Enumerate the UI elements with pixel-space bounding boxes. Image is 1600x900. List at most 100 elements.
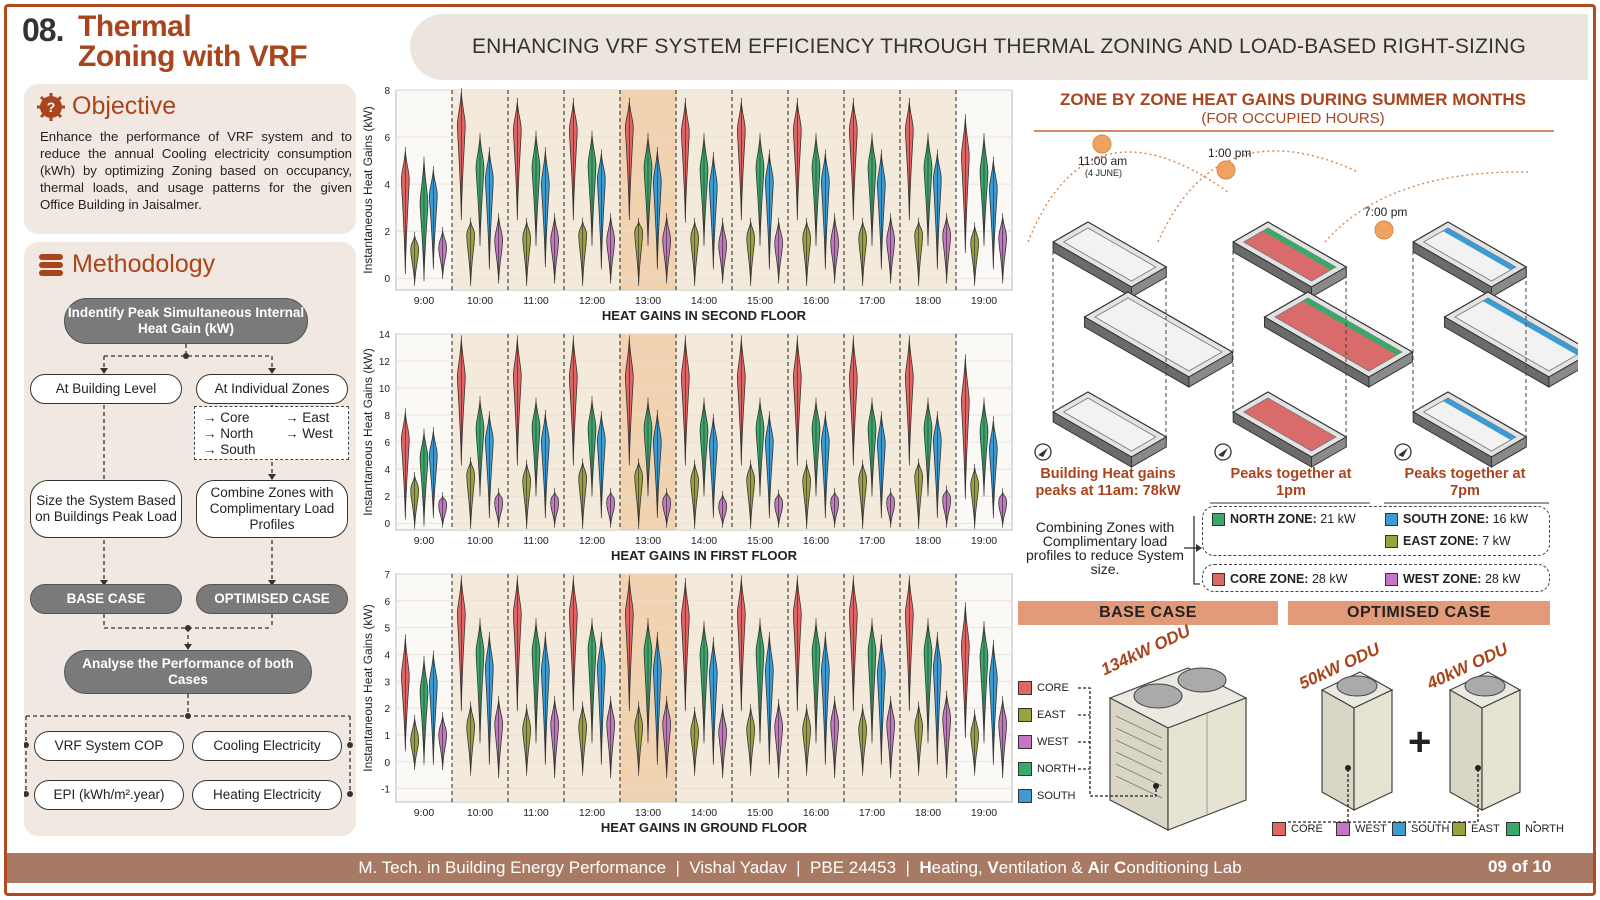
x-tick-label: 15:00 [747,807,773,819]
x-tick-label: 18:00 [915,807,941,819]
y-tick-label: 6 [384,133,390,144]
metric-epi: EPI (kWh/m².year) [34,780,184,810]
metric-cooling: Cooling Electricity [192,731,342,761]
caption-peak-1pm: Peaks together at 1pm [1230,466,1352,499]
y-tick-label: 12 [379,357,391,368]
opt-odu-unit-1 [1320,671,1394,812]
caption-rule-1pm [1210,502,1370,504]
footer-text-3: entilation & [998,858,1088,877]
y-tick-label: 4 [384,650,390,661]
caption-peak-7pm: Peaks together at 7pm [1404,466,1526,499]
x-tick-label: 17:00 [859,535,885,547]
footer-text-4: ir [1099,858,1115,877]
chart-first-floor: 0 2 4 6 8 10 12 14 9:00 10:00 11:00 12:00 13:00 14:00… [361,330,1013,563]
sun-path [1027,151,1229,243]
opt-legend-core: CORE [1272,822,1323,836]
y-tick-label: 0 [384,274,390,285]
y-tick-label: -1 [381,785,390,796]
section-title: Thermal Zoning with VRF [78,10,308,73]
zone-east-value: EAST ZONE: 7 kW [1385,534,1511,548]
footer-text-1: M. Tech. in Building Energy Performance … [358,858,920,877]
sun-path [1157,150,1359,243]
zone-core-value: CORE ZONE: 28 kW [1212,572,1347,586]
footer-bar: M. Tech. in Building Energy Performance … [7,853,1593,883]
x-tick-label: 9:00 [414,295,435,307]
chart-title: HEAT GAINS IN GROUND FLOOR [601,820,808,835]
y-tick-label: 8 [384,411,390,422]
right-subtitle: (FOR OCCUPIED HOURS) [1201,110,1385,127]
building-isometrics [1027,134,1578,468]
x-tick-label: 19:00 [971,535,997,547]
caption-rule-7pm [1384,502,1549,504]
floor-slab [1411,221,1528,298]
metric-heating: Heating Electricity [192,780,342,810]
y-tick-label: 2 [384,492,390,503]
y-tick-label: 0 [384,519,390,530]
opt-legend-north: NORTH [1506,822,1564,836]
zone-west-value: WEST ZONE: 28 kW [1385,572,1520,586]
y-tick-label: 3 [384,677,390,688]
opt-odu-unit-2 [1448,671,1522,812]
base-odu-unit [1108,667,1248,831]
x-tick-label: 10:00 [467,295,493,307]
step-individual-zones: At Individual Zones [196,374,348,404]
zone-list: → Core → East → North → West → South [194,406,349,460]
sun-icon-11am [1092,134,1112,154]
time-label-7pm: 7:00 pm [1364,205,1408,219]
x-tick-label: 15:00 [747,295,773,307]
objective-text: Enhance the performance of VRF system an… [40,129,352,212]
floor-slab [1051,391,1168,468]
time-label-1pm: 1:00 pm [1208,146,1252,160]
y-tick-label: 8 [384,86,390,97]
footer-v: V [987,858,999,877]
x-tick-label: 12:00 [579,295,605,307]
zone-east: → East [285,410,330,425]
x-tick-label: 11:00 [523,535,549,547]
y-tick-label: 6 [384,597,390,608]
right-title-rule [1034,130,1554,132]
time-label-11am: 11:00 am [1078,154,1128,168]
y-tick-label: 2 [384,704,390,715]
floor-slab [1263,291,1414,388]
combining-bracket [1184,516,1202,585]
x-tick-label: 13:00 [635,295,661,307]
objective-heading: Objective [72,92,177,120]
footer-a: A [1087,858,1100,877]
section-title-line1: Thermal [78,10,192,43]
base-case-band: BASE CASE [1018,601,1278,625]
opt-legend-east: EAST [1452,822,1500,836]
methodology-heading: Methodology [72,250,216,278]
x-tick-label: 9:00 [414,535,435,547]
x-tick-label: 12:00 [579,535,605,547]
section-title-line2: Zoning with VRF [78,40,308,73]
legend-north: NORTH [1018,762,1076,776]
caption-building-peak: Building Heat gains peaks at 11am: 78kW [1035,466,1181,499]
methodology-connectors [24,330,353,797]
y-tick-label: 14 [379,330,391,341]
footer-h: H [919,858,932,877]
floor-slab [1411,391,1528,468]
step-base-case: BASE CASE [30,584,182,614]
right-title: ZONE BY ZONE HEAT GAINS DURING SUMMER MO… [1060,90,1526,109]
step-analyse: Analyse the Performance of both Cases [64,650,312,694]
metric-cop: VRF System COP [34,731,184,761]
zone-box-bottom [1202,564,1550,592]
x-tick-label: 18:00 [915,535,941,547]
floor-slab [1051,221,1168,298]
x-tick-label: 19:00 [971,295,997,307]
sun-icon-7pm [1374,220,1394,240]
zone-core: → Core [203,410,250,425]
x-tick-label: 13:00 [635,807,661,819]
chart-second-floor: 0 2 4 6 8 9:00 10:00 11:00 12:00 13:00 14:00 15:00 1… [361,86,1013,323]
legend-west: WEST [1018,735,1069,749]
optimised-case-band: OPTIMISED CASE [1288,601,1550,625]
x-tick-label: 13:00 [635,535,661,547]
legend-east: EAST [1018,708,1066,722]
x-tick-label: 12:00 [579,807,605,819]
zone-north-value: NORTH ZONE: 21 kW [1212,512,1356,526]
svg-text:?: ? [47,99,56,115]
zone-north: → North [203,426,254,441]
y-tick-label: 0 [384,758,390,769]
floor-slab [1231,221,1348,298]
zone-south: → South [203,442,256,457]
